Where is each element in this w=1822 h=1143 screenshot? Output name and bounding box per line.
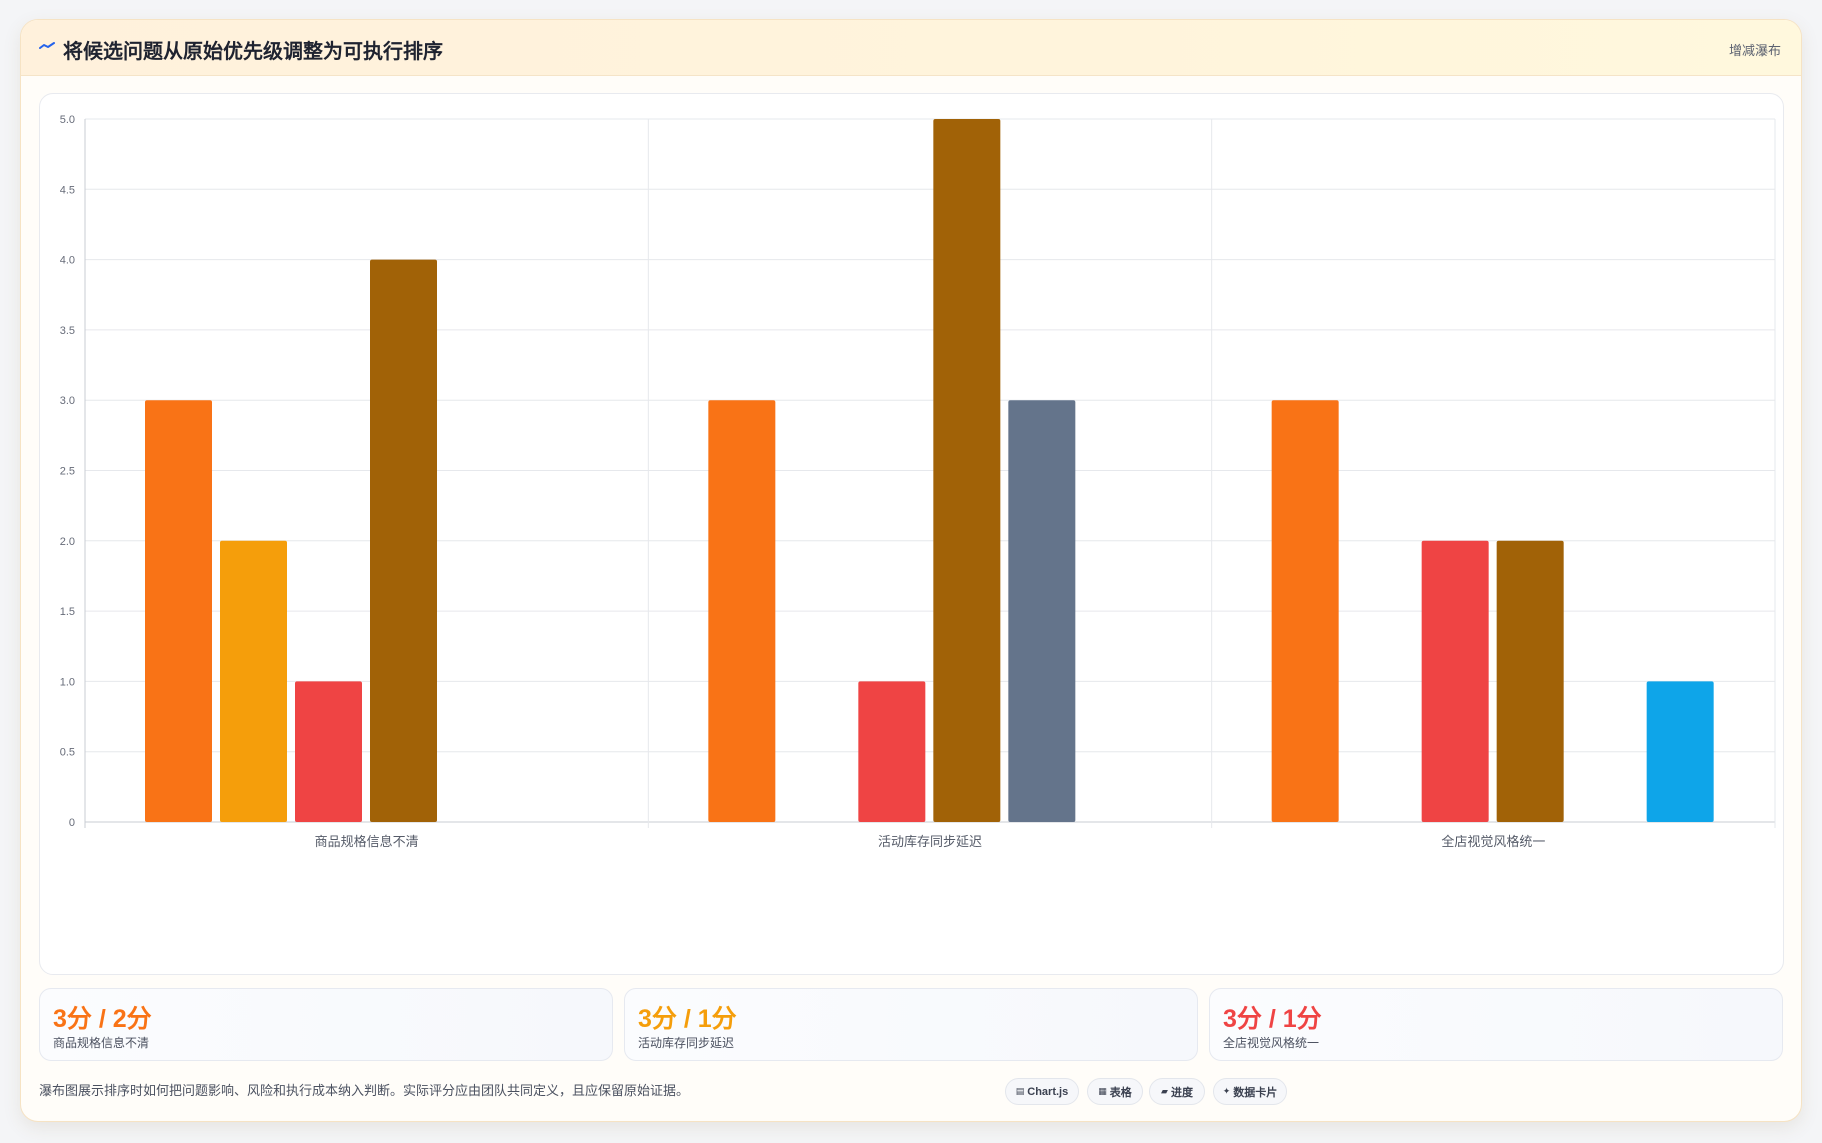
bar	[1271, 400, 1339, 822]
bar	[145, 400, 212, 822]
stat-label: 商品规格信息不清	[53, 1036, 150, 1050]
bar	[858, 681, 926, 822]
bar	[933, 119, 1001, 822]
stat-label: 活动库存同步延迟	[638, 1036, 735, 1050]
x-tick-label: 商品规格信息不清	[315, 834, 419, 849]
y-tick-label: 2.5	[60, 466, 75, 478]
chip-label: 进度	[1170, 1086, 1193, 1099]
bar	[1008, 400, 1076, 822]
y-tick-label: 0.5	[60, 747, 75, 759]
chip-progress[interactable]: ▰ 进度	[1149, 1078, 1205, 1105]
stat-value: 3分 / 1分	[1223, 1005, 1322, 1033]
chip-label: 表格	[1109, 1086, 1132, 1099]
chip-label: Chart.js	[1027, 1085, 1069, 1098]
stat-label: 全店视觉风格统一	[1223, 1036, 1320, 1050]
chart-icon: ▤	[1015, 1086, 1025, 1096]
card-header: 将候选问题从原始优先级调整为可执行排序 增减瀑布	[21, 20, 1801, 76]
bar	[1421, 540, 1489, 822]
y-tick-label: 2.0	[60, 536, 75, 548]
bar	[370, 259, 437, 823]
y-tick-label: 3.0	[60, 395, 75, 407]
bar-chart: 0 0.5 1.0 1.5 2.0 2.5 3.0 3.5 4.0 4.5 5.0 商品规格信息不清 活…	[60, 114, 1776, 849]
chart-type-badge: 增减瀑布	[1728, 43, 1781, 58]
bar	[708, 400, 776, 822]
stat-card: 3分 / 1分 全店视觉风格统一	[1209, 988, 1783, 1061]
chip-chartjs[interactable]: ▤ Chart.js	[1005, 1078, 1079, 1105]
x-tick-label: 活动库存同步延迟	[878, 834, 982, 849]
table-icon: ▦	[1098, 1086, 1107, 1096]
footer-note: 瀑布图展示排序时如何把问题影响、风险和执行成本纳入判断。实际评分应由团队共同定义…	[39, 1083, 690, 1098]
chart-card: 将候选问题从原始优先级调整为可执行排序 增减瀑布 0 0.5 1.0 1.5 2.0 2.…	[20, 19, 1802, 1122]
stat-card: 3分 / 2分 商品规格信息不清	[39, 988, 613, 1061]
stat-card: 3分 / 1分 活动库存同步延迟	[624, 988, 1198, 1061]
y-tick-label: 4.5	[60, 184, 75, 196]
chart-panel: 0 0.5 1.0 1.5 2.0 2.5 3.0 3.5 4.0 4.5 5.0 商品规格信息不清 活…	[39, 93, 1784, 975]
y-tick-label: 1.0	[60, 676, 75, 688]
chip-label: 数据卡片	[1233, 1086, 1278, 1099]
bar	[295, 681, 362, 822]
stat-value: 3分 / 2分	[53, 1005, 152, 1033]
chip-data-card[interactable]: ✦ 数据卡片	[1213, 1078, 1287, 1105]
y-tick-label: 1.5	[60, 606, 75, 618]
bar	[220, 540, 287, 822]
y-tick-label: 0	[69, 817, 75, 829]
y-tick-label: 4.0	[60, 255, 75, 267]
bar	[1496, 540, 1564, 822]
data-card-icon: ✦	[1222, 1086, 1231, 1096]
chart-line-icon	[39, 42, 55, 49]
chart-title: 将候选问题从原始优先级调整为可执行排序	[63, 41, 443, 63]
progress-icon: ▰	[1161, 1086, 1168, 1096]
stat-value: 3分 / 1分	[638, 1005, 737, 1033]
x-tick-label: 全店视觉风格统一	[1441, 834, 1545, 849]
y-tick-label: 5.0	[60, 114, 75, 126]
y-tick-label: 3.5	[60, 325, 75, 337]
bar	[1646, 681, 1714, 822]
chip-table[interactable]: ▦ 表格	[1087, 1078, 1143, 1105]
